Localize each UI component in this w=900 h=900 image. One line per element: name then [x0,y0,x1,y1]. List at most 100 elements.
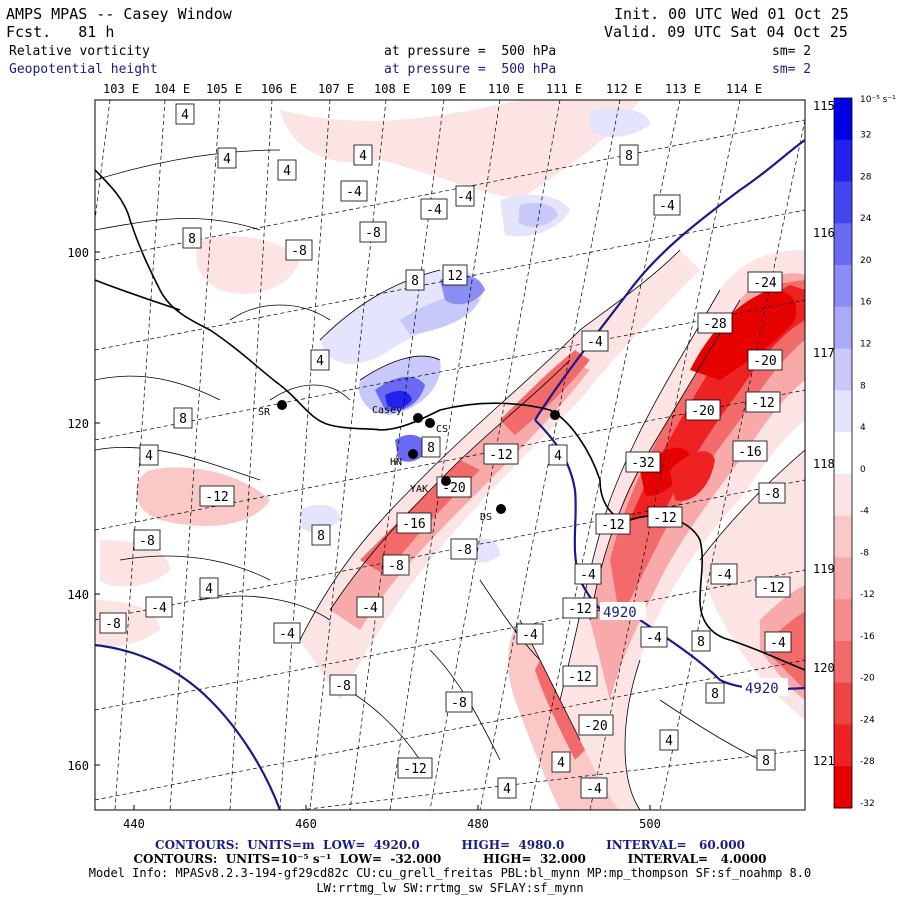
colorbar-swatch [834,473,852,517]
lon-label: 112 E [606,82,642,96]
colorbar-tick-label: 28 [860,172,872,182]
smoothing-1: sm= 2 [772,44,812,59]
contour-label: -12 [568,670,591,685]
colorbar-tick-label: 4 [860,423,866,433]
lon-label: 114 E [726,82,762,96]
station-label: Casey [372,405,402,416]
colorbar-tick-label: 24 [860,214,872,224]
contour-label: -8 [764,487,780,502]
contour-label: -4 [646,631,662,646]
colorbar-swatch [834,640,852,684]
station-label: SR [258,407,271,418]
contour-label: -12 [751,396,774,411]
station-marker [496,504,506,514]
station-marker [277,400,287,410]
contour-label: 8 [188,232,196,247]
contour-label: 4 [205,582,213,597]
colorbar-tick-label: -20 [860,674,875,684]
longitude-labels: 103 E 104 E 105 E 106 E 107 E 108 E 109 … [103,82,762,96]
plot-area: 4 4 4 4 -4 -4 8 -8 -4 8 12 -8 8 -4 -4 -2… [95,100,805,810]
station-label: HN [390,457,402,468]
contour-label: -4 [522,628,538,643]
contour-label: 4 [665,734,673,749]
lon-label: 108 E [374,82,410,96]
contour-label: 4 [316,354,324,369]
y-tick-label: 140 [67,588,89,602]
contour-label: -8 [451,696,467,711]
colorbar-tick-label: -28 [860,757,875,767]
colorbar-swatch [834,682,852,725]
contour-label: -4 [770,636,786,651]
contour-label: 4 [554,449,562,464]
contour-label: -12 [601,518,624,533]
colorbar-tick-label: -24 [860,715,875,725]
contour-label: -8 [335,679,351,694]
station-marker [550,410,560,420]
colorbar-tick-label: 8 [860,381,866,391]
lon-label: 105 E [206,82,242,96]
pressure-level-2: at pressure = 500 hPa [384,62,557,77]
lon-label: 103 E [103,82,139,96]
model-info: Model Info: MPASv8.2.3-194-gf29cd82c CU:… [88,866,812,880]
colorbar-swatch [834,306,852,350]
contour-label: -12 [568,602,591,617]
colorbar-swatch [834,265,852,308]
contour-label: -4 [362,601,378,616]
pressure-level-1: at pressure = 500 hPa [384,44,557,59]
contour-label: -4 [346,185,362,200]
station-label: DS [480,512,492,523]
colorbar: 10⁻⁵ s⁻¹ 32 28 24 20 16 12 8 4 0 -4 -8 -12 -16 -20 -24… [833,95,896,809]
contour-label: -8 [388,559,404,574]
colorbar-tick-label: -12 [860,590,875,600]
station-marker [425,418,435,428]
contour-label: 8 [711,687,719,702]
contour-label: 8 [411,274,419,289]
lon-label: 106 E [261,82,297,96]
contour-label: -4 [716,568,732,583]
colorbar-tick-label: -8 [860,548,869,558]
plot-title: AMPS MPAS -- Casey Window [6,5,232,23]
contour-label: -32 [631,456,654,471]
contour-label: 8 [625,149,633,164]
contour-label: -28 [703,317,726,332]
vorticity-contour-info: CONTOURS: UNITS=10⁻⁵ s⁻¹ LOW= -32.000 HI… [133,852,767,866]
contour-label: 4 [145,449,153,464]
contour-label: -4 [426,203,442,218]
valid-time: Valid. 09 UTC Sat 04 Oct 25 [604,23,848,41]
x-tick-label: 440 [123,817,145,831]
contour-label: 4 [557,756,565,771]
contour-label: 4 [503,782,511,797]
colorbar-tick-label: 20 [860,256,872,266]
contour-label: 8 [697,635,705,650]
height-contour-info: CONTOURS: UNITS=m LOW= 4920.0 HIGH= 4980… [155,838,745,852]
coastline [95,169,805,671]
y-tick-label: 160 [67,759,89,773]
contour-label: -4 [659,199,675,214]
contour-label: -8 [105,617,121,632]
lon-label: 113 E [665,82,701,96]
y-tick-label: 120 [67,417,89,431]
contour-label: -24 [753,276,777,291]
graticule [95,100,805,810]
contour-label: -8 [139,534,155,549]
stations: SR Casey CS HN YAK DS [258,400,560,523]
contour-label: -12 [489,448,512,463]
y-tick-label: 100 [67,246,89,260]
model-info-2: LW:rrtmg_lw SW:rrtmg_sw SFLAY:sf_mynn [316,881,584,895]
contour-label: -4 [586,782,602,797]
field-name-vorticity: Relative vorticity [9,44,150,59]
colorbar-swatch [834,348,852,391]
station-label: YAK [410,484,428,495]
contour-label: -4 [457,190,473,205]
colorbar-swatch [834,139,852,183]
init-time: Init. 00 UTC Wed 01 Oct 25 [614,5,849,23]
contour-label: -16 [738,445,761,460]
x-tick-label: 460 [295,817,317,831]
contour-label: 8 [762,754,770,769]
station-marker [441,476,451,486]
contour-label: 4 [283,164,291,179]
contour-label: -20 [753,354,776,369]
smoothing-2: sm= 2 [772,62,812,77]
colorbar-swatch [834,557,852,600]
